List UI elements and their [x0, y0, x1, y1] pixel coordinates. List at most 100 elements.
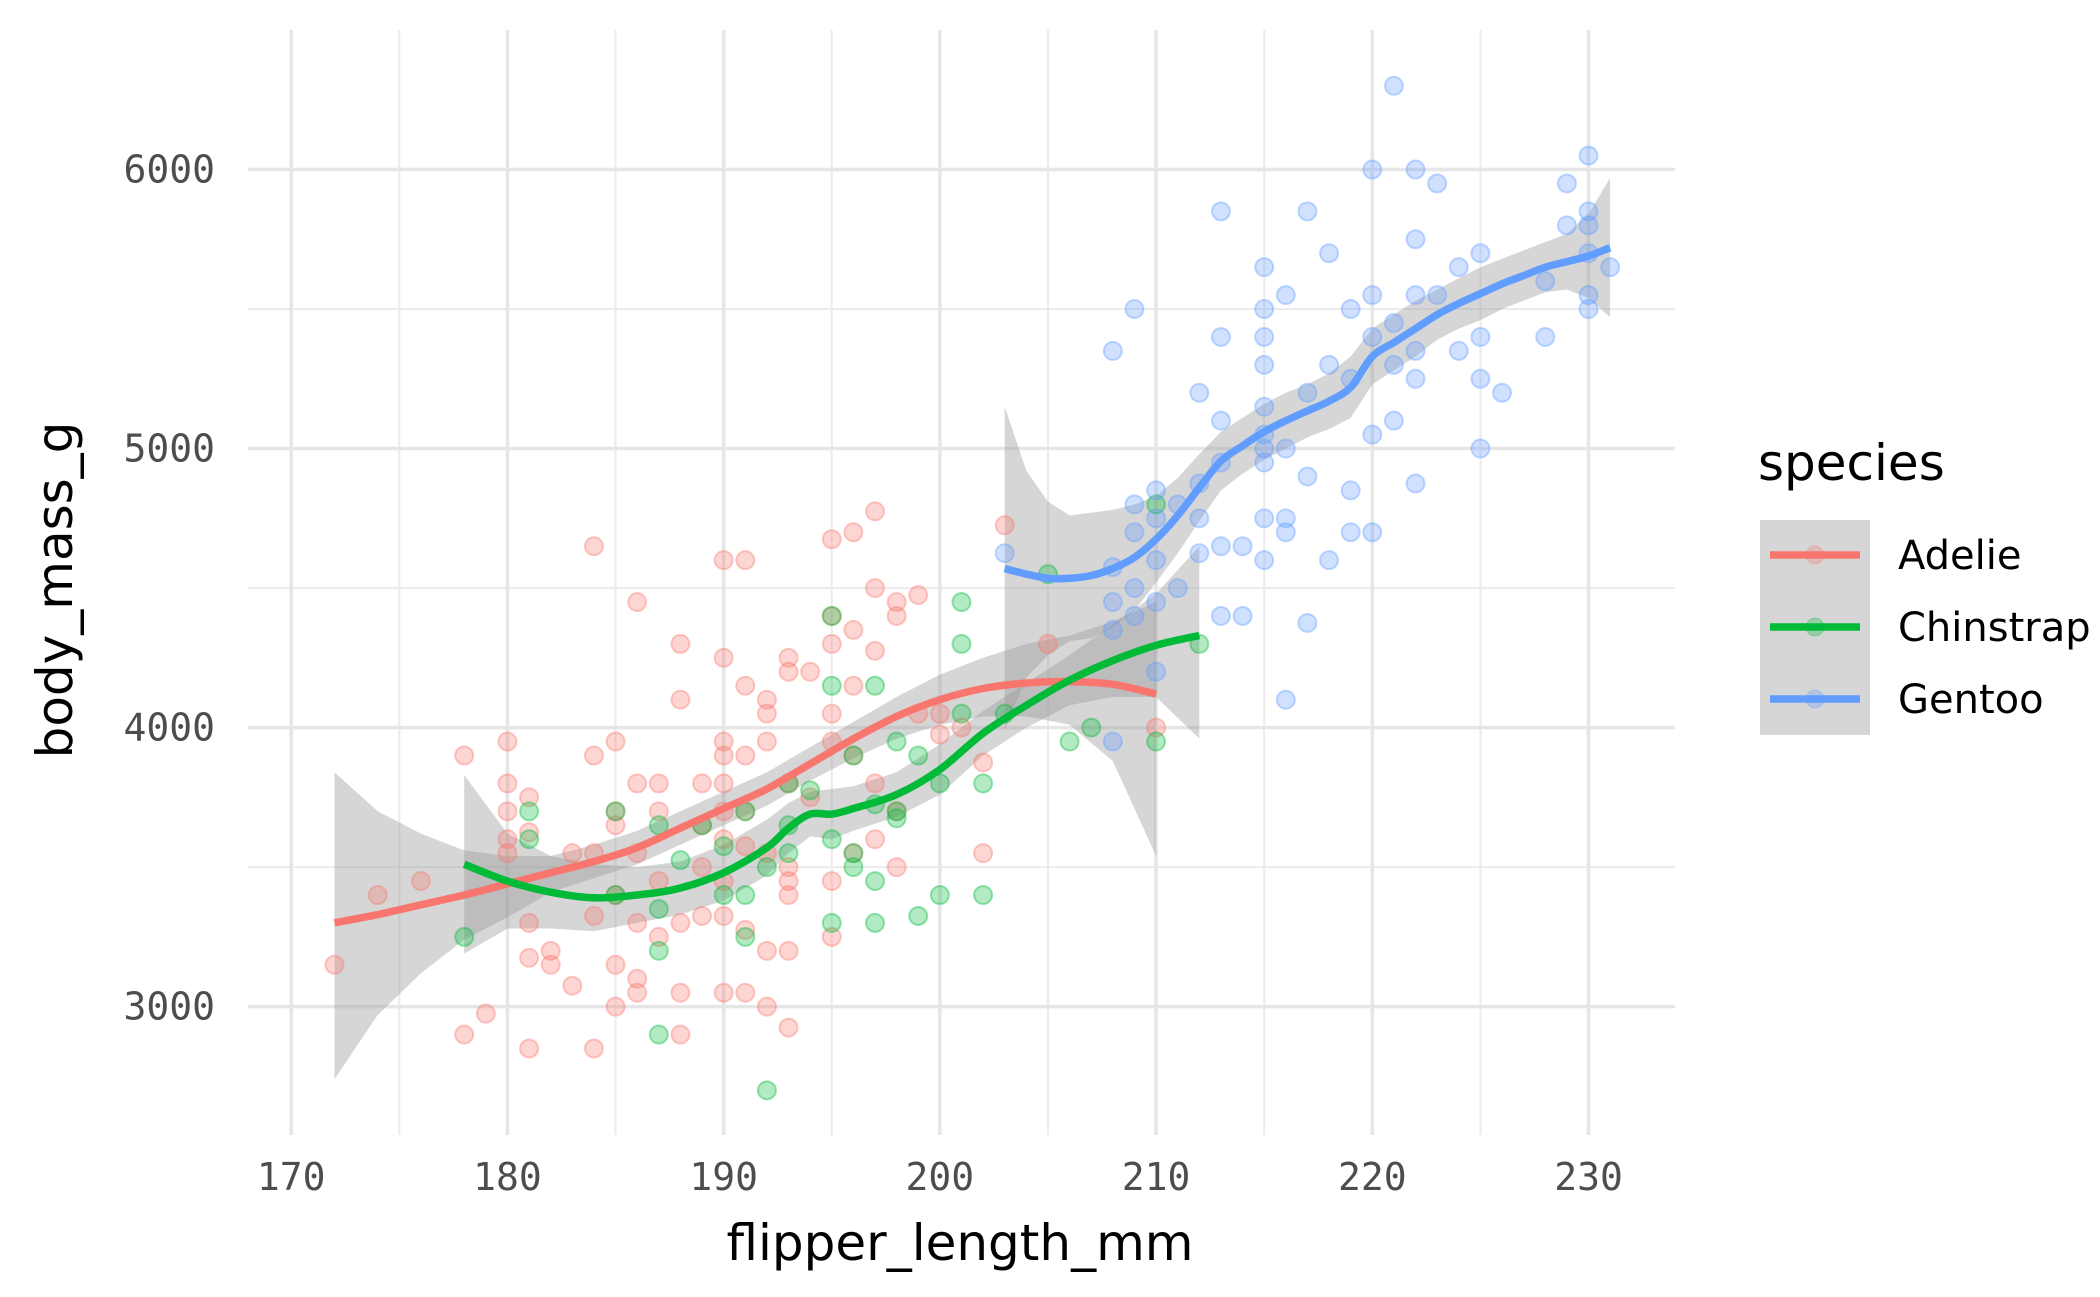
data-point: [1210, 410, 1231, 431]
data-point: [756, 857, 777, 878]
data-point: [1254, 326, 1275, 347]
data-point: [886, 801, 907, 822]
data-point: [670, 850, 691, 871]
x-tick-label: 170: [257, 1155, 326, 1199]
data-point: [1470, 326, 1491, 347]
data-point: [713, 550, 734, 571]
data-point: [756, 940, 777, 961]
confidence-band: [334, 602, 1157, 1080]
data-point: [778, 1017, 799, 1038]
data-point: [865, 773, 886, 794]
data-point: [1146, 731, 1167, 752]
data-point: [1254, 299, 1275, 320]
data-point: [540, 940, 561, 961]
data-point: [648, 871, 669, 892]
data-point: [1556, 173, 1577, 194]
confidence-band: [464, 546, 1200, 954]
data-point: [1319, 243, 1340, 264]
data-point: [886, 731, 907, 752]
data-point: [497, 843, 518, 864]
confidence-bands: [334, 177, 1611, 1080]
data-point: [540, 954, 561, 975]
data-point: [519, 787, 540, 808]
data-point: [1340, 480, 1361, 501]
data-point: [821, 829, 842, 850]
data-point: [1275, 285, 1296, 306]
data-point: [497, 829, 518, 850]
data-point: [1146, 494, 1167, 515]
data-point: [1362, 522, 1383, 543]
data-point: [756, 703, 777, 724]
data-point: [1275, 508, 1296, 529]
data-point: [843, 745, 864, 766]
data-point: [908, 745, 929, 766]
data-point: [1210, 201, 1231, 222]
data-point: [1124, 578, 1145, 599]
data-point: [713, 905, 734, 926]
data-point: [713, 829, 734, 850]
data-point: [1470, 243, 1491, 264]
data-point: [605, 801, 626, 822]
data-point: [908, 585, 929, 606]
data-point: [1405, 340, 1426, 361]
data-point: [821, 633, 842, 654]
data-point: [605, 954, 626, 975]
data-point: [562, 975, 583, 996]
data-point: [627, 592, 648, 613]
data-point: [886, 857, 907, 878]
data-point: [778, 871, 799, 892]
data-point: [1254, 354, 1275, 375]
data-point: [1254, 452, 1275, 473]
data-point: [843, 675, 864, 696]
data-point: [583, 1038, 604, 1059]
data-point: [886, 592, 907, 613]
data-point: [670, 982, 691, 1003]
data-point: [1081, 717, 1102, 738]
data-point: [1037, 633, 1058, 654]
data-point: [1059, 731, 1080, 752]
data-point: [1340, 522, 1361, 543]
data-point: [865, 871, 886, 892]
data-point: [865, 501, 886, 522]
data-point: [1578, 285, 1599, 306]
data-point: [519, 947, 540, 968]
data-point: [454, 745, 475, 766]
data-point: [1492, 382, 1513, 403]
data-point: [1578, 201, 1599, 222]
data-point: [735, 745, 756, 766]
data-point: [821, 871, 842, 892]
data-point: [497, 731, 518, 752]
data-point: [692, 857, 713, 878]
data-point: [713, 773, 734, 794]
data-point: [886, 801, 907, 822]
data-point: [1362, 424, 1383, 445]
data-point: [843, 843, 864, 864]
x-tick-label: 230: [1554, 1155, 1623, 1199]
data-point: [973, 885, 994, 906]
data-point: [735, 836, 756, 857]
data-point: [1362, 326, 1383, 347]
data-point: [800, 787, 821, 808]
data-point: [648, 940, 669, 961]
data-point: [1362, 159, 1383, 180]
data-point: [865, 912, 886, 933]
legend-label: Adelie: [1898, 533, 2022, 579]
data-point: [929, 724, 950, 745]
data-point: [908, 905, 929, 926]
data-point: [1254, 508, 1275, 529]
data-point: [1167, 578, 1188, 599]
data-point: [973, 752, 994, 773]
data-point: [994, 515, 1015, 536]
data-point: [1362, 285, 1383, 306]
data-point: [713, 982, 734, 1003]
data-point: [886, 605, 907, 626]
data-point: [605, 996, 626, 1017]
data-point: [605, 801, 626, 822]
data-point: [735, 982, 756, 1003]
data-point: [519, 1038, 540, 1059]
data-point: [648, 1024, 669, 1045]
x-tick-label: 210: [1122, 1155, 1191, 1199]
data-point: [1578, 145, 1599, 166]
x-axis-ticks: 170 180 190 200 210 220 230: [257, 1155, 1623, 1199]
